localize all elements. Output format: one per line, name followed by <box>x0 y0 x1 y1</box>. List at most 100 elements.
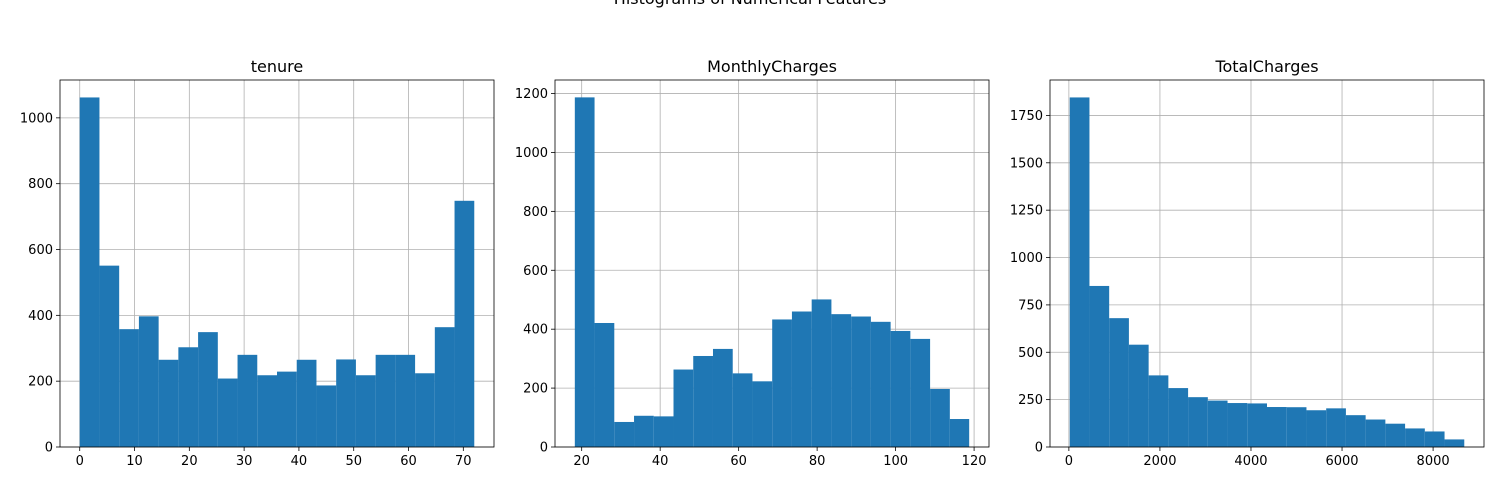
histogram-bar <box>178 347 199 447</box>
histogram-bar <box>277 371 297 447</box>
histogram-bar <box>336 359 356 447</box>
histogram-bar <box>1168 388 1189 447</box>
y-tick-label: 1000 <box>20 111 53 126</box>
histogram-bar <box>257 375 277 447</box>
histogram-bar <box>1069 97 1090 447</box>
histogram-bar <box>119 329 139 447</box>
histogram-bar <box>454 200 475 447</box>
histogram-bar <box>355 375 376 447</box>
y-tick-label: 800 <box>523 205 548 220</box>
x-tick-label: 20 <box>181 454 198 469</box>
histogram-bar <box>296 359 317 447</box>
histogram-bar <box>1148 375 1169 447</box>
histogram-bar <box>237 354 258 447</box>
histogram-bar <box>752 381 773 447</box>
x-tick-label: 70 <box>455 454 472 469</box>
histogram-bar <box>712 348 733 447</box>
histogram-bar <box>198 332 218 447</box>
histogram-bar <box>375 354 396 447</box>
x-tick-label: 6000 <box>1325 454 1358 469</box>
histogram-bar <box>217 378 238 447</box>
y-tick-label: 0 <box>540 441 548 456</box>
histogram-bar <box>1424 431 1445 447</box>
histogram-bar <box>99 265 120 447</box>
y-tick-label: 250 <box>1018 393 1043 408</box>
histogram-bar <box>1365 419 1386 447</box>
histogram-bar <box>1267 407 1287 447</box>
x-tick-label: 0 <box>76 454 84 469</box>
x-tick-label: 4000 <box>1234 454 1267 469</box>
histogram-bar <box>1385 423 1406 447</box>
histogram-bar <box>851 316 871 447</box>
histogram-bar <box>316 385 337 447</box>
subplot-title: tenure <box>251 57 303 76</box>
y-tick-label: 400 <box>523 323 548 338</box>
x-tick-label: 0 <box>1065 454 1073 469</box>
histogram-bar <box>653 416 674 447</box>
x-tick-label: 100 <box>883 454 908 469</box>
histogram-bar <box>1207 400 1228 447</box>
histogram-bar <box>1306 410 1327 447</box>
x-tick-label: 40 <box>291 454 308 469</box>
y-tick-label: 1200 <box>515 87 548 102</box>
histogram-bar <box>395 354 416 447</box>
y-tick-label: 1000 <box>515 146 548 161</box>
x-tick-label: 120 <box>962 454 987 469</box>
y-tick-label: 1250 <box>1010 204 1043 219</box>
histogram-bar <box>138 316 159 447</box>
figure-title: Histograms of Numerical Features <box>614 0 886 8</box>
axes-frame <box>1049 79 1485 448</box>
histogram-bar <box>1109 318 1129 447</box>
x-tick-label: 80 <box>809 454 826 469</box>
histogram-bar <box>158 359 179 447</box>
histogram-bar <box>634 415 654 447</box>
histogram-bar <box>772 319 792 447</box>
histogram-bar <box>1345 415 1366 447</box>
histogram-bar <box>831 314 852 447</box>
histogram-panel-1: 0 10 20 30 40 50 60 70 0 200 400 600 800 1000 tenure <box>20 57 495 469</box>
x-tick-label: 60 <box>730 454 747 469</box>
y-tick-label: 400 <box>28 309 53 324</box>
histogram-bar <box>930 388 950 447</box>
histogram-bar <box>1128 344 1149 447</box>
histogram-bar <box>1326 408 1346 447</box>
y-tick-label: 500 <box>1018 346 1043 361</box>
histogram-bar <box>434 327 455 447</box>
y-tick-label: 600 <box>28 243 53 258</box>
y-tick-label: 0 <box>1035 441 1043 456</box>
y-tick-label: 1750 <box>1010 109 1043 124</box>
y-tick-label: 1500 <box>1010 156 1043 171</box>
x-tick-label: 50 <box>345 454 362 469</box>
histogram-bar <box>870 321 891 447</box>
histogram-bar <box>1188 397 1208 447</box>
x-tick-label: 20 <box>573 454 590 469</box>
x-tick-label: 30 <box>236 454 253 469</box>
histogram-bar <box>415 373 435 447</box>
histogram-bar <box>1286 407 1307 447</box>
x-tick-label: 2000 <box>1143 454 1176 469</box>
subplot-title: MonthlyCharges <box>707 57 837 76</box>
axes-frame <box>59 79 495 448</box>
histogram-bar <box>673 369 694 447</box>
histogram-bar <box>1405 428 1425 447</box>
histogram-bar <box>574 97 595 448</box>
histogram-bar <box>1444 439 1465 447</box>
subplot-title: TotalCharges <box>1214 57 1318 76</box>
histogram-bar <box>693 355 713 447</box>
y-tick-label: 600 <box>523 264 548 279</box>
histogram-bar <box>890 330 911 447</box>
x-tick-label: 8000 <box>1417 454 1450 469</box>
histogram-bar <box>949 419 970 447</box>
y-tick-label: 1000 <box>1010 251 1043 266</box>
axes-frame <box>554 79 990 448</box>
histogram-bar <box>1227 403 1248 447</box>
histogram-bar <box>79 97 100 448</box>
histogram-bar <box>1089 285 1110 447</box>
histogram-bar <box>791 311 812 447</box>
histogram-bar <box>811 299 832 447</box>
histogram-panel-2: 20 40 60 80 100 120020040060080010001200Month… <box>515 57 990 469</box>
x-tick-label: 60 <box>400 454 417 469</box>
y-tick-label: 800 <box>28 177 53 192</box>
y-tick-label: 750 <box>1018 298 1043 313</box>
